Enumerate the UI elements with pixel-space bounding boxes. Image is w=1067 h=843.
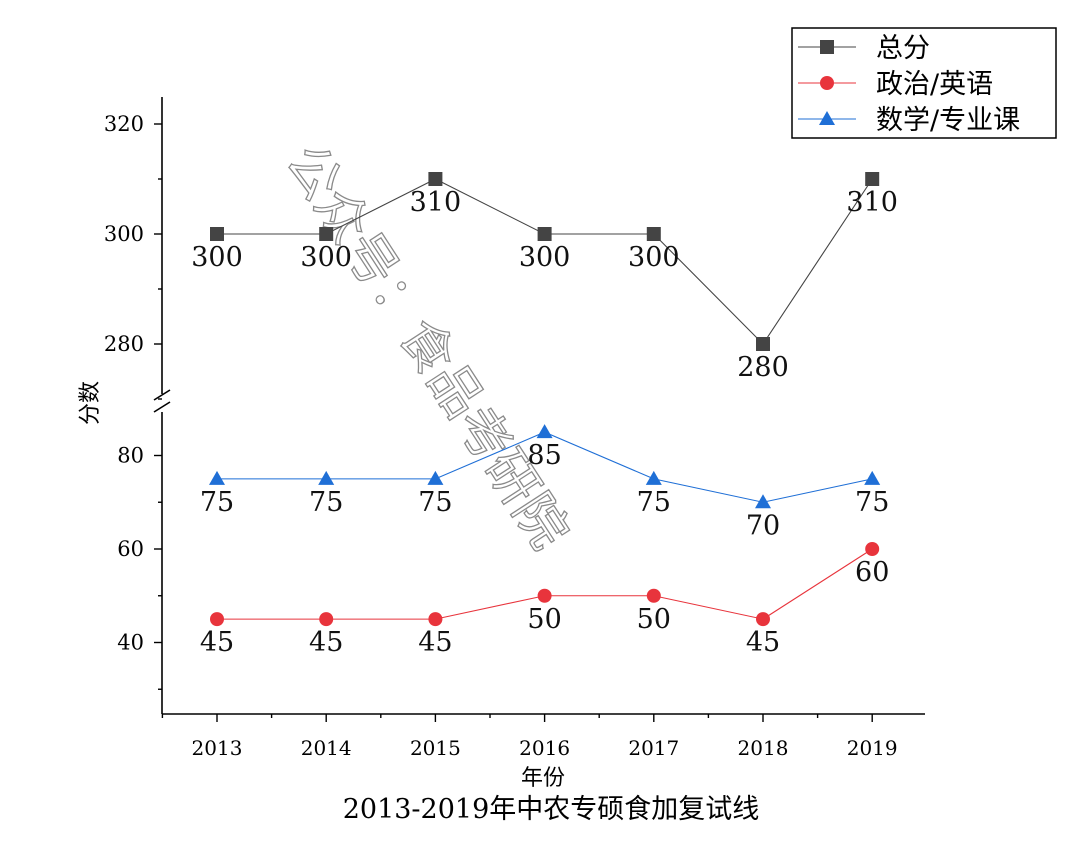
point-marker-triangle [755, 494, 771, 509]
point-marker-circle [537, 588, 552, 603]
point-marker-circle [319, 612, 334, 627]
data-label: 75 [637, 487, 671, 518]
data-label: 75 [200, 487, 234, 518]
point-marker-triangle [536, 424, 553, 439]
y-tick-label: 40 [117, 631, 144, 655]
data-label: 75 [855, 487, 889, 518]
point-marker-square [865, 172, 880, 186]
legend-item: 政治/英语 [798, 69, 993, 100]
series-1 [210, 172, 880, 351]
point-marker-square [756, 337, 770, 351]
legend-item: 总分 [798, 33, 930, 64]
legend-item: 数学/专业课 [798, 105, 1020, 136]
data-label: 310 [410, 187, 462, 218]
point-marker-triangle [864, 470, 881, 485]
point-marker-square [319, 227, 334, 241]
point-marker-square [820, 40, 834, 54]
point-marker-circle [820, 76, 834, 90]
x-tick-label: 2014 [301, 736, 352, 760]
data-label: 45 [418, 627, 452, 658]
legend-label: 数学/专业课 [876, 105, 1020, 136]
data-labels: 300 300 310 300 300 280 310 45 45 45 50 50 45 60 75 75 7… [191, 187, 898, 658]
data-label: 45 [200, 627, 234, 658]
data-label: 50 [527, 604, 561, 635]
x-tick-label: 2015 [410, 736, 461, 760]
y-tick-label: 320 [104, 112, 144, 136]
data-label: 75 [309, 487, 343, 518]
x-tick-label: 2017 [628, 736, 679, 760]
point-marker-square [428, 172, 443, 186]
data-label: 300 [628, 242, 680, 273]
x-tick-label: 2016 [519, 736, 570, 760]
legend-label: 总分 [876, 33, 930, 64]
data-label: 85 [527, 440, 561, 471]
x-tick-label: 2013 [192, 736, 243, 760]
point-marker-circle [756, 612, 770, 627]
point-marker-circle [646, 588, 661, 603]
y-tick-label: 80 [117, 444, 144, 468]
y-tick-label: 300 [104, 222, 144, 246]
x-axis-title: 年份 [521, 766, 565, 791]
y-axis-title: 分数 [78, 381, 103, 425]
axis-break-mark [153, 389, 171, 401]
data-label: 50 [637, 604, 671, 635]
series-2 [210, 542, 880, 627]
y-tick-label: 60 [117, 537, 144, 561]
chart-title: 2013-2019年中农专硕食加复试线 [343, 794, 760, 825]
data-label: 310 [846, 187, 898, 218]
data-label: 60 [855, 557, 889, 588]
point-marker-circle [428, 612, 443, 627]
point-marker-square [537, 227, 552, 241]
axis-break-mark [153, 401, 171, 413]
data-label: 75 [418, 487, 452, 518]
point-marker-triangle [427, 470, 444, 485]
point-marker-triangle [318, 470, 335, 485]
point-marker-square [646, 227, 661, 241]
point-marker-circle [210, 612, 224, 627]
x-tick-label: 2018 [738, 736, 789, 760]
legend-label: 政治/英语 [876, 69, 993, 100]
series-group [209, 172, 881, 627]
series-3 [209, 424, 881, 509]
data-label: 280 [737, 352, 789, 383]
point-marker-square [210, 227, 224, 241]
y-tick-label: 280 [104, 332, 144, 356]
point-marker-circle [865, 542, 880, 556]
x-tick-label: 2019 [847, 736, 898, 760]
point-marker-triangle [819, 110, 835, 126]
data-label: 70 [746, 510, 780, 541]
data-label: 300 [300, 242, 352, 273]
data-label: 45 [309, 627, 343, 658]
data-label: 300 [191, 242, 243, 273]
point-marker-triangle [209, 470, 225, 485]
axes: 280 300 320 40 60 80 2013 2014 2015 2016 2017 2018 2… [104, 97, 925, 760]
data-label: 300 [519, 242, 571, 273]
point-marker-triangle [645, 470, 662, 485]
data-label: 45 [746, 627, 780, 658]
